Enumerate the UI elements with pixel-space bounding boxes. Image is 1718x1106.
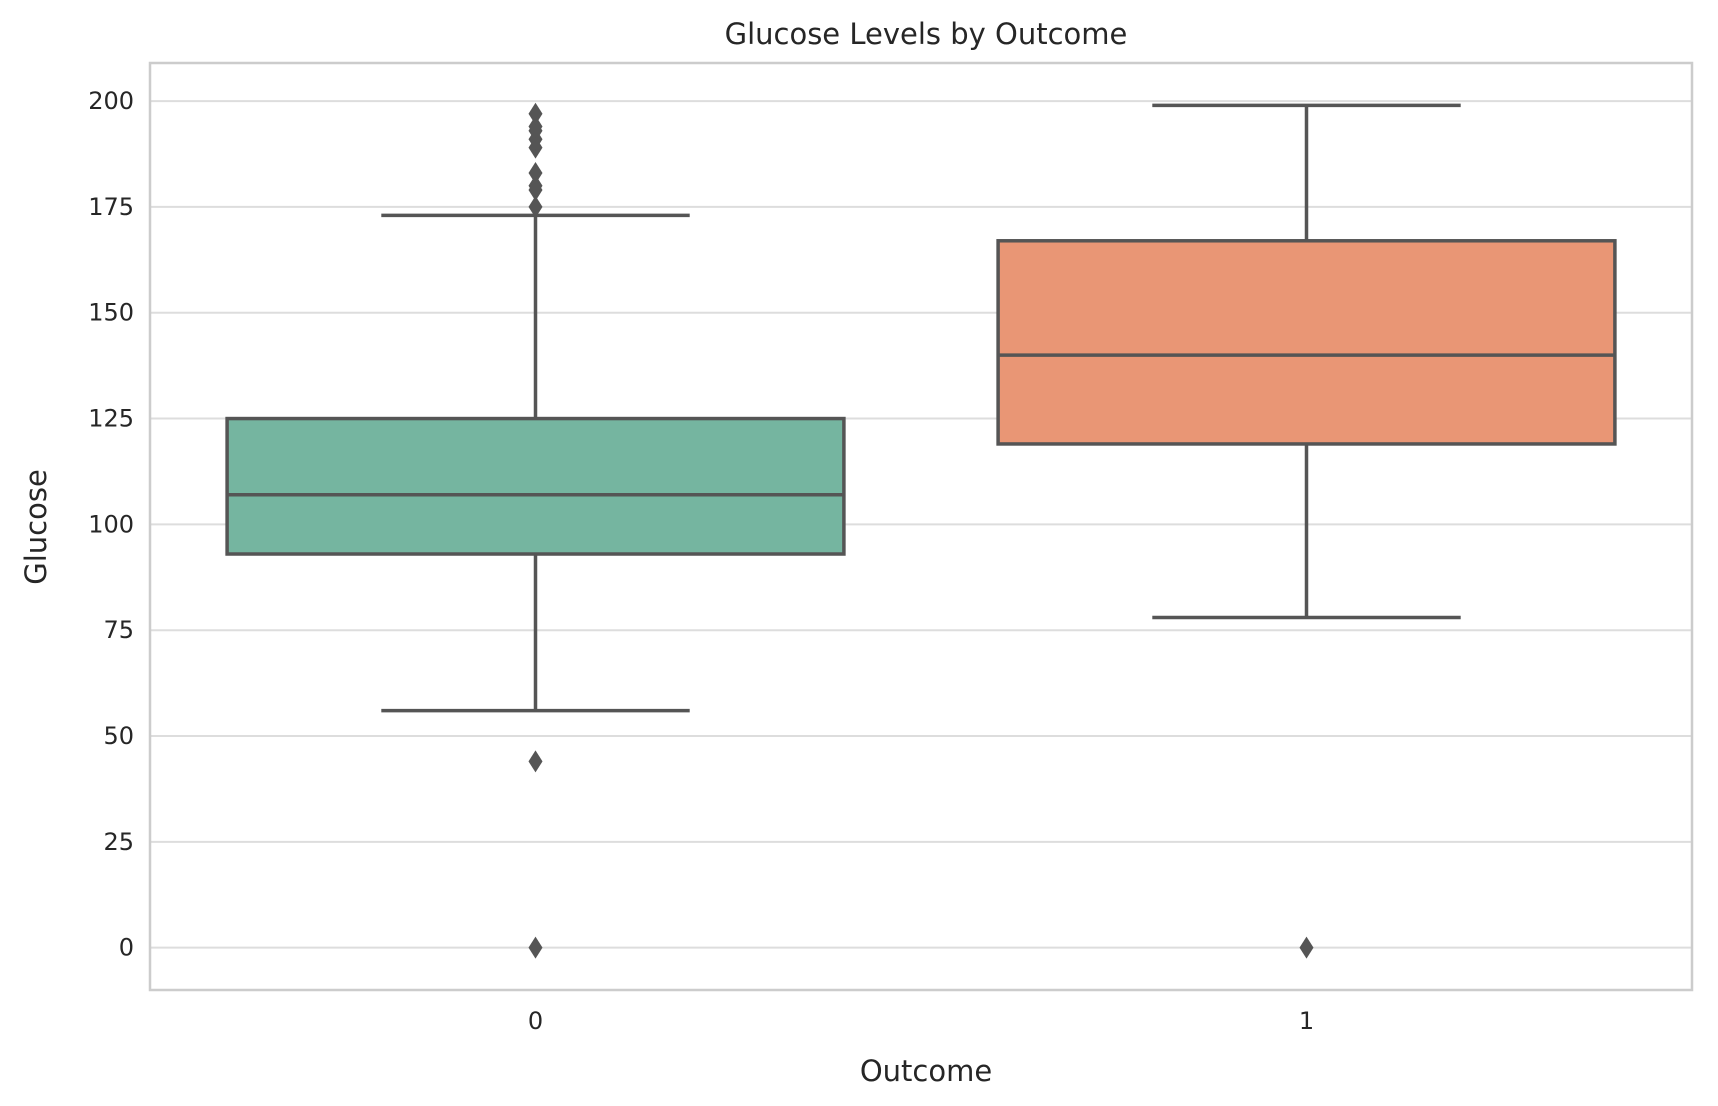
y-tick-label-200: 200: [88, 87, 134, 115]
y-tick-label-0: 0: [119, 934, 134, 962]
x-axis-label: Outcome: [860, 1054, 992, 1088]
outlier-point-1-0: [1299, 936, 1314, 959]
outlier-point-0-4: [528, 174, 543, 197]
box-iqr-1: [996, 239, 1617, 446]
y-tick-label-75: 75: [103, 616, 134, 644]
y-tick-label-50: 50: [103, 722, 134, 750]
outlier-point-0-1: [528, 750, 543, 773]
x-tick-label-0: 0: [528, 1007, 543, 1035]
outlier-point-0-0: [528, 936, 543, 959]
y-tick-label-25: 25: [103, 828, 134, 856]
outlier-point-0-9: [528, 115, 543, 138]
y-axis-label: Glucose: [19, 469, 53, 585]
y-tick-label-100: 100: [88, 510, 134, 538]
y-tick-label-150: 150: [88, 299, 134, 327]
outlier-point-0-2: [528, 195, 543, 218]
plot-area-frame: [148, 61, 1694, 992]
box-group-0: [225, 102, 846, 959]
y-tick-label-175: 175: [88, 193, 134, 221]
chart-title: Glucose Levels by Outcome: [725, 17, 1128, 51]
y-tick-labels: 0 25 50 75 100 125 150 175 200: [88, 87, 134, 962]
outlier-point-0-5: [528, 162, 543, 185]
box-iqr-0: [225, 416, 846, 556]
y-tick-label-125: 125: [88, 405, 134, 433]
box-group-1: [996, 103, 1617, 959]
outlier-point-0-10: [528, 102, 543, 125]
x-tick-label-1: 1: [1299, 1007, 1314, 1035]
boxes-layer: [225, 102, 1617, 959]
